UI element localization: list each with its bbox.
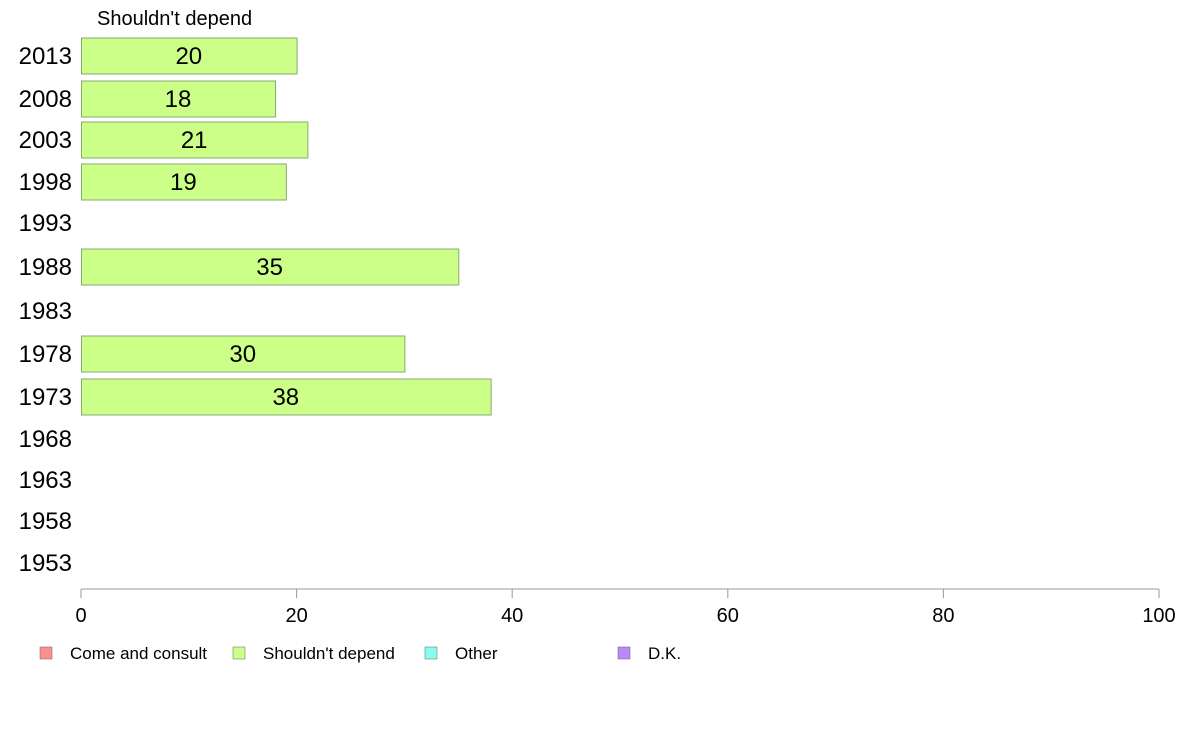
year-label-1958: 1958 (19, 508, 72, 535)
year-label-2008: 2008 (19, 86, 72, 113)
bar-2003 (81, 121, 309, 159)
year-label-1978: 1978 (19, 341, 72, 368)
legend-swatch-3 (617, 646, 631, 660)
bar-label-2013: 20 (175, 43, 202, 70)
bar-label-2008: 18 (165, 86, 192, 113)
bar-1988 (81, 248, 460, 286)
legend-swatch-1 (232, 646, 246, 660)
x-tick-label-100: 100 (1142, 605, 1175, 627)
legend-label-0: Come and consult (70, 644, 207, 663)
year-label-2003: 2003 (19, 127, 72, 154)
legend-label-3: D.K. (648, 644, 681, 663)
legend-label-1: Shouldn't depend (263, 644, 395, 663)
legend-swatch-2 (424, 646, 438, 660)
bar-1973 (81, 378, 492, 416)
bar-label-1973: 38 (272, 384, 299, 411)
legend-label-2: Other (455, 644, 498, 663)
year-label-1988: 1988 (19, 254, 72, 281)
bar-2008 (81, 80, 277, 118)
year-label-1953: 1953 (19, 550, 72, 577)
year-label-1963: 1963 (19, 467, 72, 494)
year-label-1993: 1993 (19, 210, 72, 237)
bar-label-1978: 30 (229, 341, 256, 368)
bars: 20 18 21 19 35 30 38 (81, 37, 492, 416)
legend-swatch-0 (39, 646, 53, 660)
x-tick-label-60: 60 (717, 605, 739, 627)
bar-label-1988: 35 (256, 254, 283, 281)
bar-1998 (81, 163, 287, 201)
year-label-2013: 2013 (19, 43, 72, 70)
x-tick-label-0: 0 (75, 605, 86, 627)
bar-label-2003: 21 (181, 127, 208, 154)
x-axis: 0 20 40 60 80 100 (75, 588, 1176, 627)
year-labels: 2013 2008 2003 1998 1993 1988 1983 1978 1973 1968… (19, 43, 72, 577)
bar-label-1998: 19 (170, 169, 197, 196)
year-label-1973: 1973 (19, 384, 72, 411)
legend: Come and consult Shouldn't depend Other D.K… (39, 644, 681, 663)
x-tick-label-80: 80 (932, 605, 954, 627)
bar-1978 (81, 335, 406, 373)
x-tick-label-40: 40 (501, 605, 523, 627)
bar-2013 (81, 37, 298, 75)
year-label-1998: 1998 (19, 169, 72, 196)
year-label-1983: 1983 (19, 298, 72, 325)
x-tick-label-20: 20 (285, 605, 307, 627)
panel-title: Shouldn't depend (97, 8, 252, 30)
year-label-1968: 1968 (19, 426, 72, 453)
